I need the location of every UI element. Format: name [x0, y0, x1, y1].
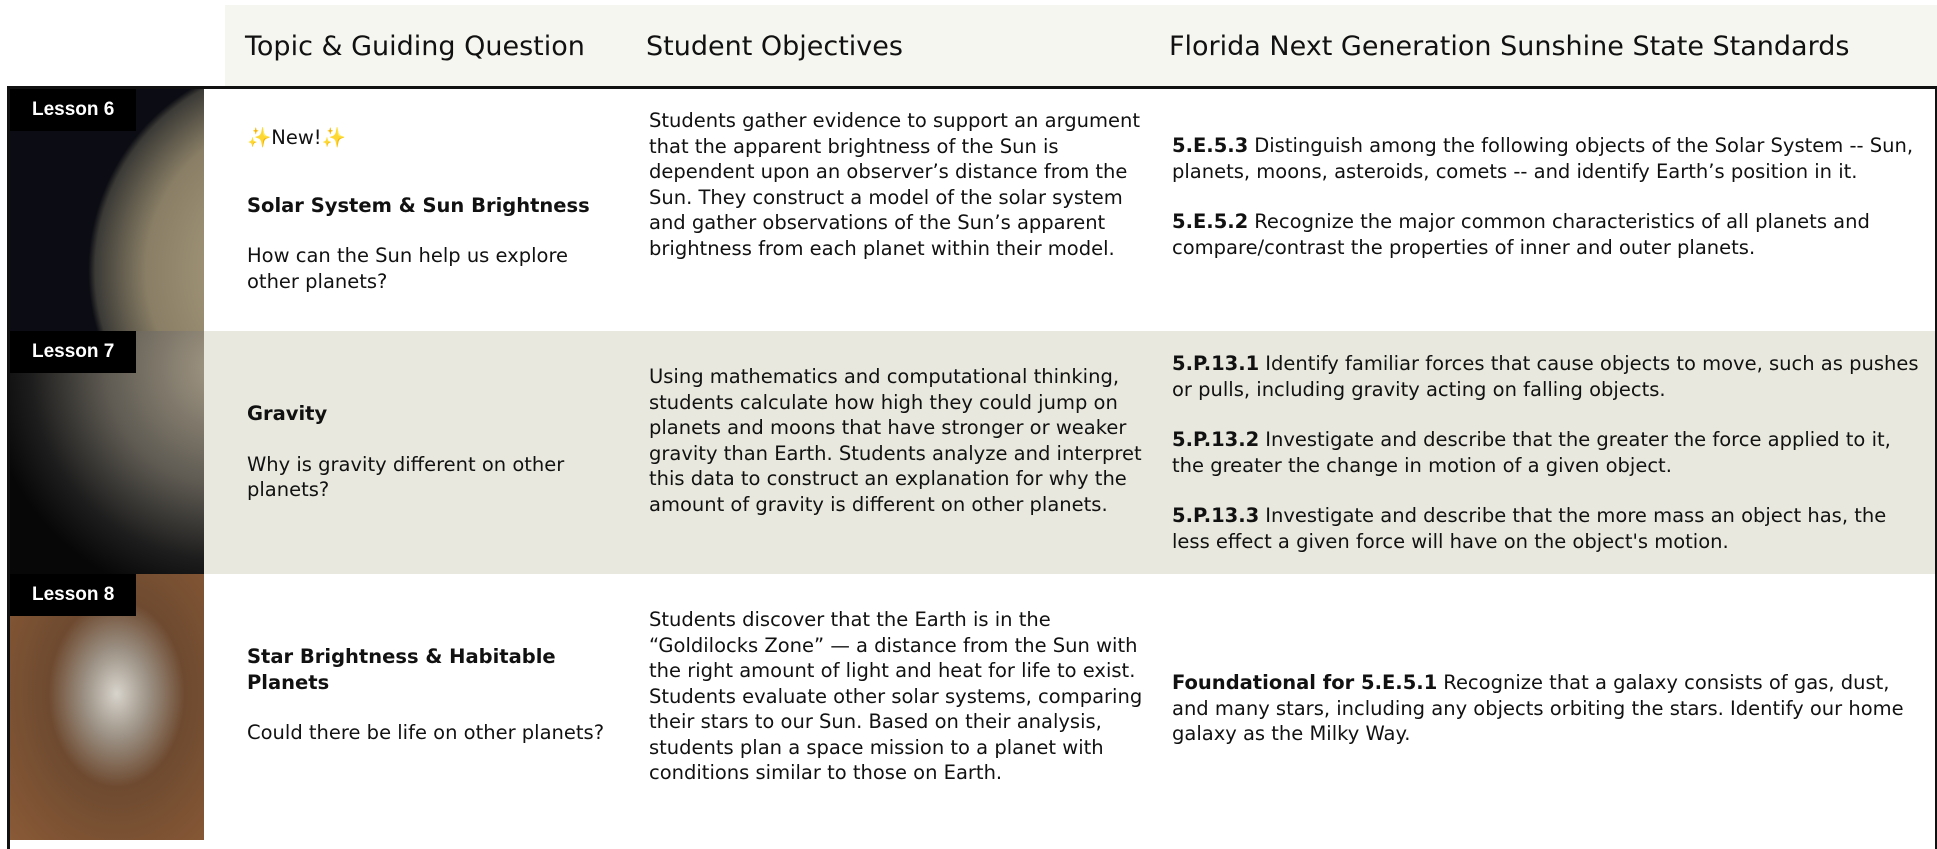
standards: 5.P.13.1 Identify familiar forces that ca…: [1172, 351, 1927, 554]
objective: Using mathematics and computational thin…: [649, 365, 1142, 516]
standard-code: Foundational for 5.E.5.1: [1172, 671, 1438, 694]
standard-text: Distinguish among the following objects …: [1172, 134, 1914, 183]
objective: Students gather evidence to support an a…: [649, 109, 1140, 260]
standard-text: Recognize the major common characteristi…: [1172, 210, 1870, 259]
standard-text: Identify familiar forces that cause obje…: [1172, 352, 1919, 401]
badge: ✨New!✨: [247, 126, 346, 149]
standard-text: Recognize that a galaxy consists of gas,…: [1172, 671, 1904, 745]
lesson-row: Lesson 6 ✨New!✨ Solar System & Sun Brigh…: [10, 89, 1935, 331]
topic: Star Brightness & Habitable Planets Coul…: [247, 644, 607, 746]
standard: 5.P.13.2 Investigate and describe that th…: [1172, 427, 1927, 478]
objective: Students discover that the Earth is in t…: [649, 608, 1143, 784]
lesson-row: Lesson 7 Gravity Why is gravity differen…: [10, 331, 1935, 574]
column-header: Florida Next Generation Sunshine State S…: [1169, 31, 1850, 62]
lesson-label: Lesson 6: [10, 89, 137, 131]
guiding-question: How can the Sun help us explore other pl…: [247, 244, 569, 293]
lesson-table: Lesson 6 ✨New!✨ Solar System & Sun Brigh…: [7, 86, 1937, 849]
lesson-row: Lesson 8 Star Brightness & Habitable Pla…: [10, 574, 1935, 840]
standards: 5.E.5.3 Distinguish among the following o…: [1172, 133, 1927, 260]
standard-code: 5.P.13.3: [1172, 504, 1260, 527]
header: Topic & Guiding Question Student Objecti…: [225, 5, 1937, 86]
lesson-label: Lesson 8: [10, 574, 137, 616]
topic-title: Solar System & Sun Brightness: [247, 193, 590, 217]
standard-code: 5.E.5.2: [1172, 210, 1249, 233]
column-header: Student Objectives: [646, 31, 903, 62]
standard: Foundational for 5.E.5.1 Recognize that a…: [1172, 670, 1927, 747]
lesson-image: [10, 574, 204, 840]
topic-title: Gravity: [247, 402, 328, 425]
standard-code: 5.E.5.3: [1172, 134, 1249, 157]
standard-text: Investigate and describe that the more m…: [1172, 504, 1887, 553]
column-header: Topic & Guiding Question: [245, 31, 585, 62]
standard-code: 5.P.13.1: [1172, 352, 1260, 375]
standard: 5.P.13.1 Identify familiar forces that ca…: [1172, 351, 1927, 402]
standard: 5.P.13.3 Investigate and describe that th…: [1172, 503, 1927, 554]
topic: ✨New!✨ Solar System & Sun Brightness How…: [247, 125, 607, 294]
standards: Foundational for 5.E.5.1 Recognize that a…: [1172, 670, 1927, 747]
standard-code: 5.P.13.2: [1172, 428, 1260, 451]
topic: Gravity Why is gravity different on othe…: [247, 401, 607, 503]
lesson-label: Lesson 7: [10, 331, 137, 373]
topic-title: Star Brightness & Habitable Planets: [247, 645, 556, 694]
standard: 5.E.5.2 Recognize the major common charac…: [1172, 209, 1927, 260]
standard-text: Investigate and describe that the greate…: [1172, 428, 1891, 477]
guiding-question: Why is gravity different on other planet…: [247, 452, 565, 502]
guiding-question: Could there be life on other planets?: [247, 721, 605, 744]
standard: 5.E.5.3 Distinguish among the following o…: [1172, 133, 1927, 184]
